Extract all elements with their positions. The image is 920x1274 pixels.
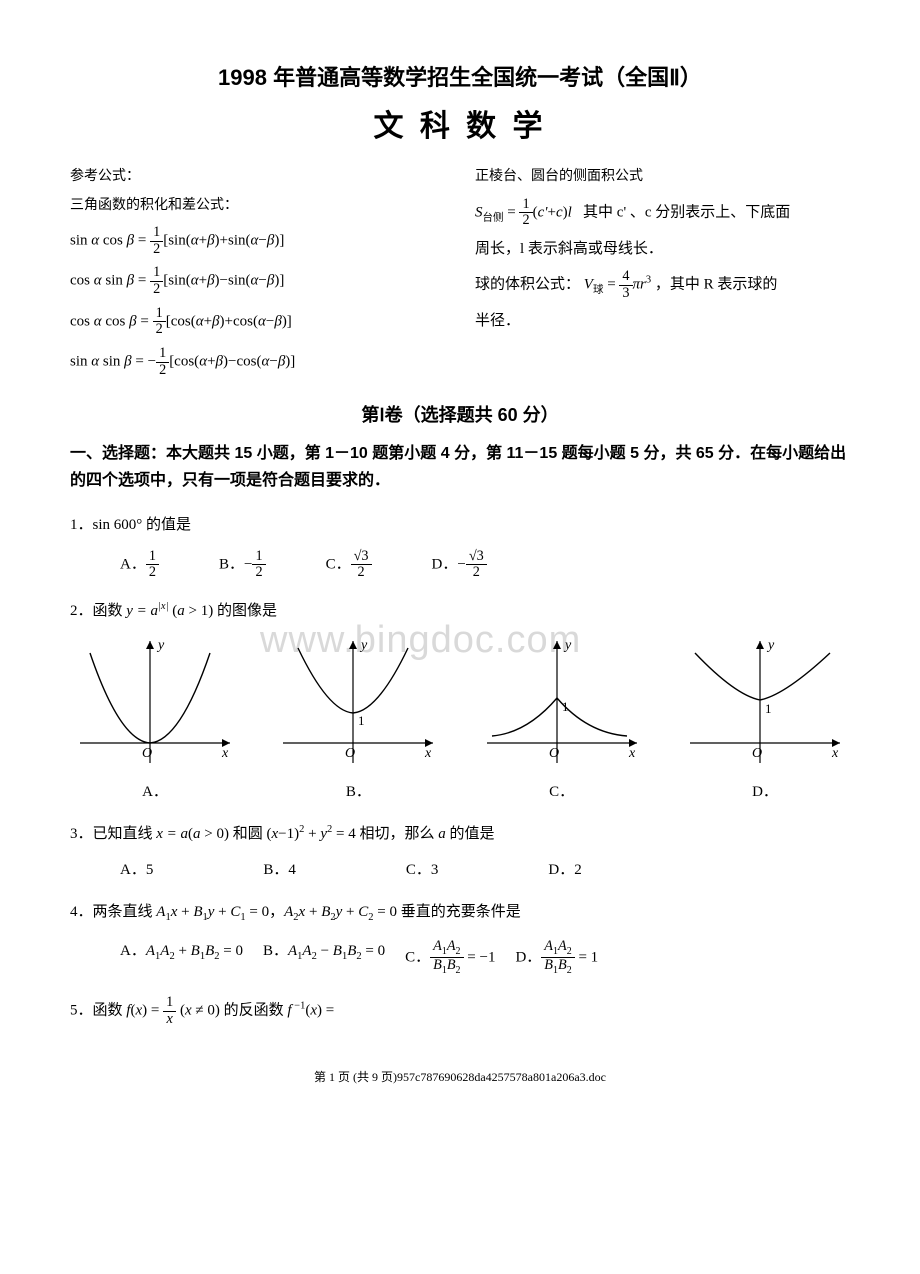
formula-subheader-left: 三角函数的积化和差公式： bbox=[70, 195, 445, 217]
svg-text:O: O bbox=[142, 746, 152, 761]
q4-opt-d: D．A1A2B1B2 = 1 bbox=[515, 939, 598, 978]
section-1-header: 第Ⅰ卷（选择题共 60 分） bbox=[70, 401, 850, 430]
sphere-note: 半径． bbox=[475, 309, 850, 333]
section-instructions: 一、选择题：本大题共 15 小题，第 1－10 题第小题 4 分，第 11－15… bbox=[70, 440, 850, 494]
formula-header-left: 参考公式： bbox=[70, 166, 445, 188]
graph-c-cell: O x y 1 C． bbox=[477, 633, 647, 804]
q4-opt-c: C．A1A2B1B2 = −1 bbox=[405, 939, 495, 978]
q1-opt-c: C．√32 bbox=[326, 549, 372, 581]
q3-opt-d: D．2 bbox=[548, 858, 581, 882]
q4-opt-b: B．A1A2 − B1B2 = 0 bbox=[263, 939, 385, 978]
graph-b-cell: O x y 1 B． bbox=[273, 633, 443, 804]
svg-text:1: 1 bbox=[358, 713, 365, 728]
formula-header-right: 正棱台、圆台的侧面积公式 bbox=[475, 166, 850, 188]
graph-a-label: A． bbox=[70, 780, 240, 804]
formula-2: cos α sin β = 12[sin(α+β)−sin(α−β)] bbox=[70, 265, 445, 297]
q1-opt-a: A．12 bbox=[120, 549, 159, 581]
svg-text:y: y bbox=[359, 638, 368, 653]
formula-1: sin α cos β = 12[sin(α+β)+sin(α−β)] bbox=[70, 225, 445, 257]
graph-b: O x y 1 bbox=[273, 633, 443, 768]
graph-d-cell: O x y 1 D． bbox=[680, 633, 850, 804]
graph-d-label: D． bbox=[680, 780, 850, 804]
q2-graphs: O x y A． O x y 1 B． O x y 1 bbox=[70, 633, 850, 804]
q3-opt-c: C．3 bbox=[406, 858, 439, 882]
svg-text:y: y bbox=[563, 638, 572, 653]
graph-c: O x y 1 bbox=[477, 633, 647, 768]
formula-right-column: 正棱台、圆台的侧面积公式 S台侧 = 12(c'+c)l 其中 c' 、c 分别… bbox=[475, 166, 850, 386]
graph-a-cell: O x y A． bbox=[70, 633, 240, 804]
graph-c-label: C． bbox=[477, 780, 647, 804]
q1-opt-d: D．−√32 bbox=[432, 549, 487, 581]
page-footer: 第 1 页 (共 9 页)957c787690628da4257578a801a… bbox=[70, 1068, 850, 1087]
svg-text:O: O bbox=[345, 746, 355, 761]
formula-4: sin α sin β = −12[cos(α+β)−cos(α−β)] bbox=[70, 346, 445, 378]
q1-options: A．12 B．−12 C．√32 D．−√32 bbox=[120, 549, 850, 581]
graph-d: O x y 1 bbox=[680, 633, 850, 768]
formula-3: cos α cos β = 12[cos(α+β)+cos(α−β)] bbox=[70, 306, 445, 338]
svg-text:x: x bbox=[424, 746, 432, 761]
question-3: 3．已知直线 x = a(a > 0) 和圆 (x−1)2 + y2 = 4 相… bbox=[70, 822, 850, 846]
subject-title: 文 科 数 学 bbox=[70, 103, 850, 151]
graph-a: O x y bbox=[70, 633, 240, 768]
frustum-formula: S台侧 = 12(c'+c)l 其中 c' 、c 分别表示上、下底面 bbox=[475, 197, 850, 229]
svg-text:O: O bbox=[549, 746, 559, 761]
svg-text:x: x bbox=[831, 746, 839, 761]
svg-text:y: y bbox=[156, 638, 165, 653]
svg-text:1: 1 bbox=[765, 701, 772, 716]
svg-text:x: x bbox=[628, 746, 636, 761]
question-4: 4．两条直线 A1x + B1y + C1 = 0，A2x + B2y + C2… bbox=[70, 900, 850, 927]
q3-options: A．5 B．4 C．3 D．2 bbox=[120, 858, 850, 882]
formula-reference: 参考公式： 三角函数的积化和差公式： sin α cos β = 12[sin(… bbox=[70, 166, 850, 386]
q4-opt-a: A．A1A2 + B1B2 = 0 bbox=[120, 939, 243, 978]
question-1: 1．sin 600° 的值是 bbox=[70, 513, 850, 537]
question-5: 5．函数 f(x) = 1x (x ≠ 0) 的反函数 f −1(x) = bbox=[70, 995, 850, 1027]
sphere-formula: 球的体积公式： V球 = 43πr3 ，其中 R 表示球的 bbox=[475, 269, 850, 301]
svg-text:y: y bbox=[766, 638, 775, 653]
formula-left-column: 参考公式： 三角函数的积化和差公式： sin α cos β = 12[sin(… bbox=[70, 166, 445, 386]
frustum-note: 周长，l 表示斜高或母线长． bbox=[475, 237, 850, 261]
q3-opt-b: B．4 bbox=[263, 858, 296, 882]
q3-opt-a: A．5 bbox=[120, 858, 153, 882]
graph-b-label: B． bbox=[273, 780, 443, 804]
q4-options: A．A1A2 + B1B2 = 0 B．A1A2 − B1B2 = 0 C．A1… bbox=[120, 939, 850, 978]
q1-opt-b: B．−12 bbox=[219, 549, 266, 581]
svg-text:x: x bbox=[221, 746, 229, 761]
exam-title: 1998 年普通高等数学招生全国统一考试（全国Ⅱ） bbox=[70, 60, 850, 95]
question-2: 2．函数 y = a|x| (a > 1) 的图像是 bbox=[70, 599, 850, 623]
svg-text:O: O bbox=[752, 746, 762, 761]
